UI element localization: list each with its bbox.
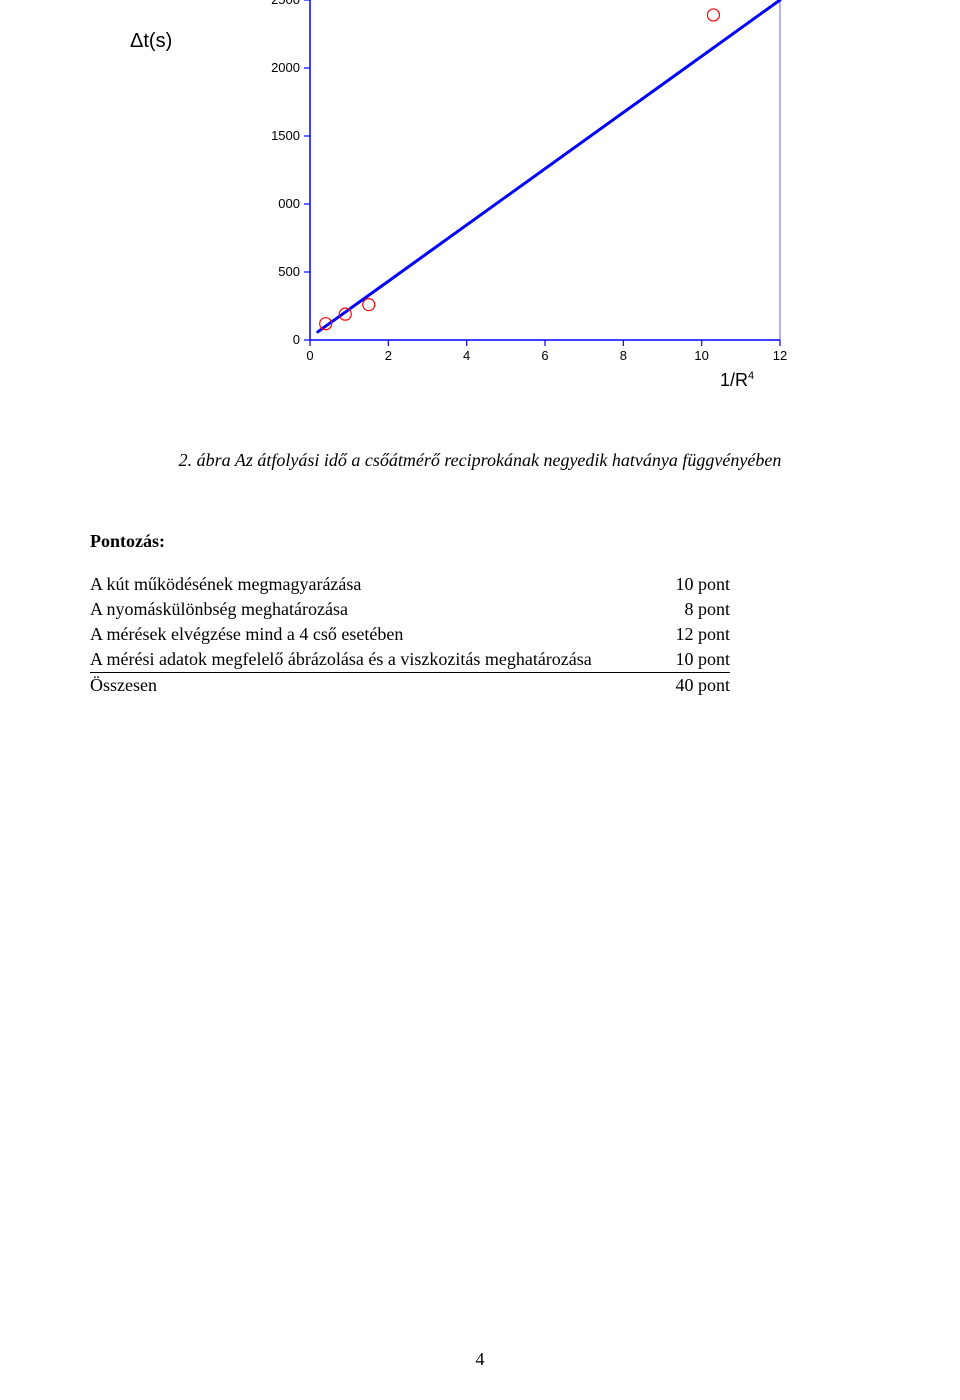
scoring-heading: Pontozás: bbox=[90, 531, 870, 552]
score-label: A nyomáskülönbség meghatározása bbox=[90, 597, 657, 622]
svg-text:12: 12 bbox=[773, 348, 787, 363]
score-label: A kút működésének megmagyarázása bbox=[90, 572, 657, 597]
scoring-table: A kút működésének megmagyarázása10 pontA… bbox=[90, 572, 730, 698]
score-row: A nyomáskülönbség meghatározása8 pont bbox=[90, 597, 730, 622]
x-axis-label: 1/R4 bbox=[720, 370, 754, 391]
score-points: 10 pont bbox=[657, 647, 730, 673]
score-label: A mérési adatok megfelelő ábrázolása és … bbox=[90, 647, 657, 673]
score-points: 8 pont bbox=[657, 597, 730, 622]
score-label: A mérések elvégzése mind a 4 cső esetébe… bbox=[90, 622, 657, 647]
score-row: A mérési adatok megfelelő ábrázolása és … bbox=[90, 647, 730, 673]
score-row: A mérések elvégzése mind a 4 cső esetébe… bbox=[90, 622, 730, 647]
figure-caption: 2. ábra Az átfolyási idő a csőátmérő rec… bbox=[90, 450, 870, 471]
svg-text:6: 6 bbox=[541, 348, 548, 363]
score-row: A kút működésének megmagyarázása10 pont bbox=[90, 572, 730, 597]
score-total-label: Összesen bbox=[90, 673, 657, 699]
svg-text:2500: 2500 bbox=[271, 0, 300, 7]
score-total-points: 40 pont bbox=[657, 673, 730, 699]
svg-text:8: 8 bbox=[620, 348, 627, 363]
svg-text:000: 000 bbox=[278, 196, 300, 211]
svg-text:2000: 2000 bbox=[271, 60, 300, 75]
page-number: 4 bbox=[0, 1349, 960, 1370]
svg-text:2: 2 bbox=[385, 348, 392, 363]
score-points: 12 pont bbox=[657, 622, 730, 647]
svg-text:0: 0 bbox=[293, 332, 300, 347]
svg-text:500: 500 bbox=[278, 264, 300, 279]
y-axis-label: Δt(s) bbox=[130, 30, 172, 53]
score-points: 10 pont bbox=[657, 572, 730, 597]
chart-svg: 0 2 4 6 8 10 12 0 500 000 1500 2000 2500 bbox=[240, 0, 800, 400]
svg-text:0: 0 bbox=[306, 348, 313, 363]
score-total-row: Összesen40 pont bbox=[90, 673, 730, 699]
chart-container: Δt(s) 0 2 4 6 8 10 12 0 500 000 1500 2000 2500 1/R4 bbox=[130, 0, 810, 400]
svg-text:10: 10 bbox=[694, 348, 708, 363]
svg-text:4: 4 bbox=[463, 348, 470, 363]
svg-text:1500: 1500 bbox=[271, 128, 300, 143]
